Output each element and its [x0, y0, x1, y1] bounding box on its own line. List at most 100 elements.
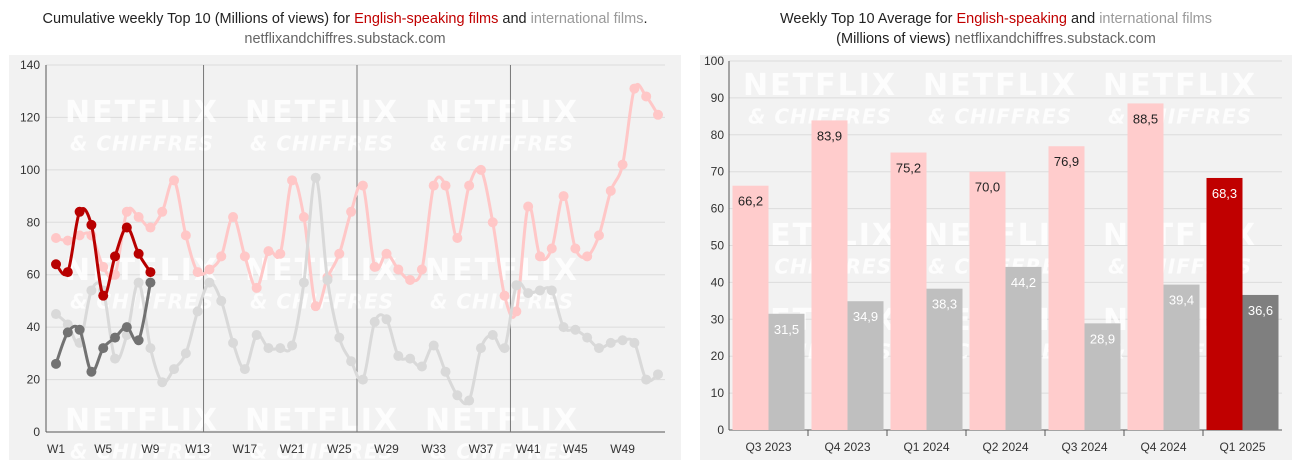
- point-intl_previous-w44: [558, 322, 569, 333]
- point-intl_previous-w33: [428, 340, 439, 351]
- y-tick-label-120: 120: [20, 110, 40, 124]
- point-intl_current-w7: [121, 322, 132, 333]
- right-title-international: international films: [1099, 11, 1213, 27]
- x-tick-label-W45: W45: [563, 442, 588, 456]
- point-english_previous-w33: [428, 180, 439, 191]
- bar-english-Q3-2024: [1048, 146, 1085, 430]
- bar-category-label-Q1-2025: Q1 2025: [1219, 440, 1265, 454]
- bar-category-label-Q1-2024: Q1 2024: [903, 440, 949, 454]
- point-english_previous-w12: [180, 230, 191, 241]
- bar-label-english-Q1-2025: 68,3: [1212, 186, 1237, 201]
- point-intl_previous-w43: [546, 285, 557, 296]
- point-intl_previous-w49: [617, 335, 628, 346]
- left-watermark-subtitle-8: & CHIFFRES: [70, 440, 214, 464]
- bar-english-Q3-2023: [732, 185, 769, 430]
- point-english_previous-w13: [192, 267, 203, 278]
- point-intl_current-w3: [74, 324, 85, 335]
- y-tick-label-100: 100: [20, 163, 40, 177]
- y-tick-label-40: 40: [27, 320, 41, 334]
- x-tick-label-W5: W5: [94, 442, 112, 456]
- point-english_previous-w50: [629, 83, 640, 94]
- bar-label-international-Q3-2023: 31,5: [774, 322, 799, 337]
- point-english_current-w5: [98, 290, 109, 301]
- point-english_previous-w37: [475, 164, 486, 175]
- y-tick-label-80: 80: [27, 215, 41, 229]
- left-watermark-title-7: NETFLIX: [425, 403, 579, 438]
- point-english_previous-w49: [617, 159, 628, 170]
- point-english_previous-w42: [534, 251, 545, 262]
- point-english_previous-w11: [169, 175, 180, 186]
- left-watermark-subtitle-6: & CHIFFRES: [250, 440, 394, 464]
- point-english_previous-w22: [298, 212, 309, 223]
- point-english_previous-w18: [251, 282, 262, 293]
- point-intl_previous-w24: [322, 274, 333, 285]
- point-intl_previous-w18: [251, 330, 262, 341]
- y-tick-label-20: 20: [27, 373, 41, 387]
- bar-label-english-Q4-2023: 83,9: [817, 128, 842, 143]
- point-intl_previous-w13: [192, 306, 203, 317]
- bar-y-tick-label-60: 60: [711, 202, 725, 216]
- bar-y-tick-label-40: 40: [711, 275, 725, 289]
- point-english_current-w1: [51, 259, 61, 270]
- point-english_previous-w16: [228, 212, 239, 223]
- point-intl_previous-w36: [464, 395, 475, 406]
- left-chart-background: [9, 55, 681, 460]
- point-english_previous-w26: [346, 206, 357, 217]
- point-english_previous-w2: [62, 235, 73, 246]
- point-intl_previous-w10: [157, 377, 168, 388]
- point-intl_previous-w47: [593, 343, 604, 354]
- bar-international-Q3-2024: [1084, 323, 1121, 430]
- point-english_current-w6: [110, 251, 121, 262]
- point-english_previous-w5: [98, 261, 109, 272]
- left-chart-source: netflixandchiffres.substack.com: [244, 31, 446, 47]
- right-title-and: and: [1066, 11, 1100, 27]
- right-chart-title: Weekly Top 10 Average for English-speaki…: [700, 10, 1292, 29]
- point-intl_previous-w48: [605, 337, 616, 348]
- point-intl_previous-w14: [204, 277, 215, 288]
- bar-category-label-Q3-2023: Q3 2023: [745, 440, 791, 454]
- point-intl_previous-w39: [499, 343, 510, 354]
- bar-english-Q4-2024: [1127, 103, 1164, 430]
- bar-y-tick-label-50: 50: [711, 239, 725, 253]
- point-intl_previous-w16: [228, 337, 239, 348]
- point-intl_current-w9: [145, 277, 156, 288]
- left-title-and: and: [498, 11, 531, 27]
- point-intl_previous-w50: [629, 337, 640, 348]
- point-intl_previous-w29: [381, 314, 392, 325]
- bar-category-label-Q4-2024: Q4 2024: [1140, 440, 1186, 454]
- point-english_previous-w28: [369, 261, 380, 272]
- left-watermark-subtitle-2: & CHIFFRES: [430, 132, 574, 156]
- point-english_previous-w41: [523, 201, 534, 212]
- point-intl_previous-w20: [275, 343, 286, 354]
- bar-international-Q2-2024: [1005, 266, 1042, 430]
- point-intl_previous-w19: [263, 343, 274, 354]
- point-intl_previous-w22: [298, 277, 309, 288]
- point-intl_previous-w2: [62, 319, 73, 330]
- x-tick-label-W9: W9: [141, 442, 159, 456]
- point-english_previous-w29: [381, 248, 392, 259]
- bar-international-Q1-2024: [926, 288, 963, 430]
- bar-international-Q4-2023: [847, 301, 884, 430]
- x-tick-label-W41: W41: [516, 442, 541, 456]
- point-english_previous-w3: [74, 230, 85, 241]
- right-chart-source: netflixandchiffres.substack.com: [954, 31, 1156, 47]
- point-intl_current-w6: [110, 332, 121, 343]
- bar-english-Q4-2023: [811, 120, 848, 430]
- point-english_previous-w23: [310, 301, 321, 312]
- point-english_previous-w21: [287, 175, 298, 186]
- right-watermark-title-2: NETFLIX: [1103, 68, 1257, 103]
- y-tick-label-140: 140: [20, 58, 40, 72]
- bar-english-Q1-2024: [890, 152, 927, 430]
- left-title-international: international films: [530, 11, 644, 27]
- point-intl_previous-w45: [570, 324, 581, 335]
- point-intl_previous-w51: [641, 374, 652, 385]
- right-watermark-subtitle-1: & CHIFFRES: [928, 105, 1072, 129]
- point-intl_previous-w17: [239, 364, 250, 375]
- bar-y-tick-label-10: 10: [711, 386, 725, 400]
- point-english_previous-w51: [641, 91, 652, 102]
- point-intl_previous-w32: [416, 361, 427, 372]
- point-intl_previous-w34: [440, 366, 451, 377]
- point-english_previous-w34: [440, 180, 451, 191]
- point-english_previous-w27: [357, 180, 368, 191]
